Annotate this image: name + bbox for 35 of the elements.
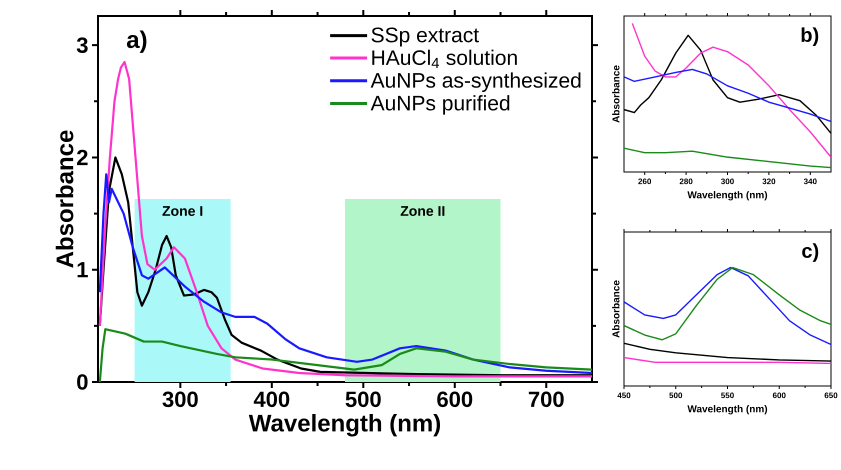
y-axis-title: Absorbance xyxy=(612,280,620,338)
annotation: b) xyxy=(802,27,818,46)
x-axis-title: Wavelength (nm) xyxy=(687,191,768,200)
x-tick-label: 340 xyxy=(804,178,817,184)
x-tick-label: 320 xyxy=(762,178,776,184)
legend-label: AuNPs purified xyxy=(370,95,510,115)
x-axis-title: Wavelength (nm) xyxy=(687,405,768,414)
x-tick-label: 500 xyxy=(346,392,381,408)
y-axis-title: Absorbance xyxy=(612,65,620,123)
y-tick-label: 2 xyxy=(77,150,88,166)
x-tick-label: 550 xyxy=(721,392,734,398)
x-tick-label: 500 xyxy=(669,392,682,398)
x-tick-label: 700 xyxy=(528,392,564,408)
legend-label: SSp extract xyxy=(372,28,479,47)
y-tick-label: 0 xyxy=(77,374,88,390)
x-tick-label: 400 xyxy=(254,392,290,408)
annotation: a) xyxy=(126,30,146,53)
x-tick-label: 300 xyxy=(721,178,734,184)
x-tick-label: 450 xyxy=(617,392,630,398)
x-tick-label: 600 xyxy=(437,392,472,408)
band-label: Zone I xyxy=(162,206,202,216)
x-tick-label: 650 xyxy=(824,392,838,398)
y-tick-label: 1 xyxy=(78,262,88,278)
x-tick-label: 280 xyxy=(680,178,692,184)
band-label: Zone II xyxy=(400,206,444,216)
legend-label: AuNPs as-synthesized xyxy=(370,72,580,92)
y-axis-title: Absorbance xyxy=(56,130,74,268)
x-tick-label: 600 xyxy=(772,392,786,398)
text: c) xyxy=(802,243,818,262)
x-tick-label: 260 xyxy=(638,178,652,184)
line-series xyxy=(98,328,592,382)
legend-label: HAuCl$_{4}$ solution xyxy=(372,50,517,68)
y-tick-label: 3 xyxy=(76,37,88,53)
x-axis-title: Wavelength (nm) xyxy=(248,414,440,436)
x-tick-label: 300 xyxy=(162,392,198,408)
